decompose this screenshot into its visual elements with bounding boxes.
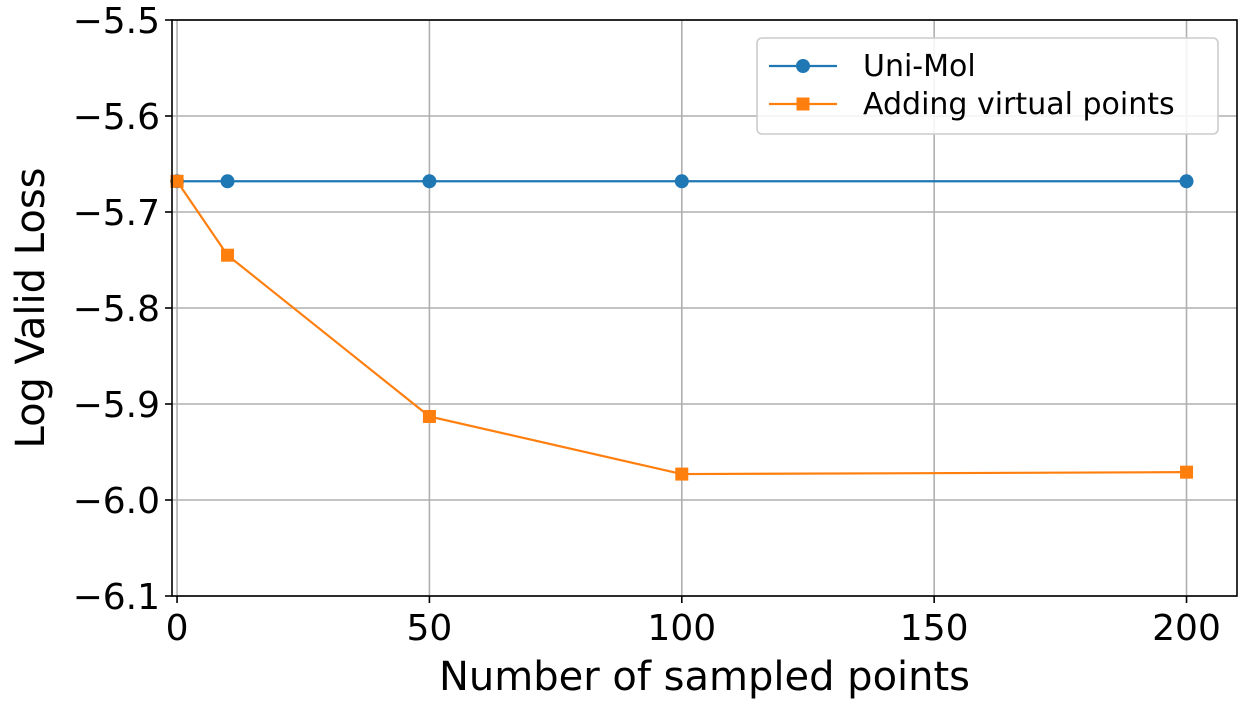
legend-marker xyxy=(796,97,810,111)
data-point xyxy=(675,467,689,481)
x-tick-label: 100 xyxy=(647,608,716,649)
tick-layer: 0 50 100 150 200 −6.1 −6.0 −5.9 −5.8 −5.7 −5.6 −5.5 xyxy=(73,1,1221,649)
data-point xyxy=(170,174,184,188)
data-point xyxy=(1179,174,1194,189)
legend-item: Uni-Mol xyxy=(769,49,976,84)
y-axis-label: Log Valid Loss xyxy=(8,168,54,449)
data-point xyxy=(220,174,235,189)
y-tick-label: −5.6 xyxy=(73,97,160,138)
legend-label: Uni-Mol xyxy=(863,49,976,84)
x-tick-label: 50 xyxy=(407,608,453,649)
y-tick-label: −6.0 xyxy=(73,481,160,522)
y-tick-label: −5.5 xyxy=(73,1,160,42)
legend-box xyxy=(756,37,1219,135)
data-point xyxy=(422,174,437,189)
data-point xyxy=(221,248,235,262)
data-point xyxy=(1180,465,1194,479)
legend-item: Adding virtual points xyxy=(769,87,1175,122)
legend-marker xyxy=(796,59,810,73)
x-tick-label: 150 xyxy=(900,608,969,649)
x-tick-label: 0 xyxy=(166,608,189,649)
x-axis-label: Number of sampled points xyxy=(439,654,970,700)
series-layer xyxy=(170,174,1194,481)
data-point xyxy=(674,174,689,189)
y-tick-label: −5.8 xyxy=(73,289,160,330)
y-tick-label: −6.1 xyxy=(73,577,160,618)
series-1 xyxy=(170,174,1194,481)
data-point xyxy=(422,409,436,423)
legend-label: Adding virtual points xyxy=(863,87,1175,122)
y-tick-label: −5.9 xyxy=(73,385,160,426)
x-tick-label: 200 xyxy=(1152,608,1221,649)
y-tick-label: −5.7 xyxy=(73,193,160,234)
series-0 xyxy=(170,174,1194,189)
